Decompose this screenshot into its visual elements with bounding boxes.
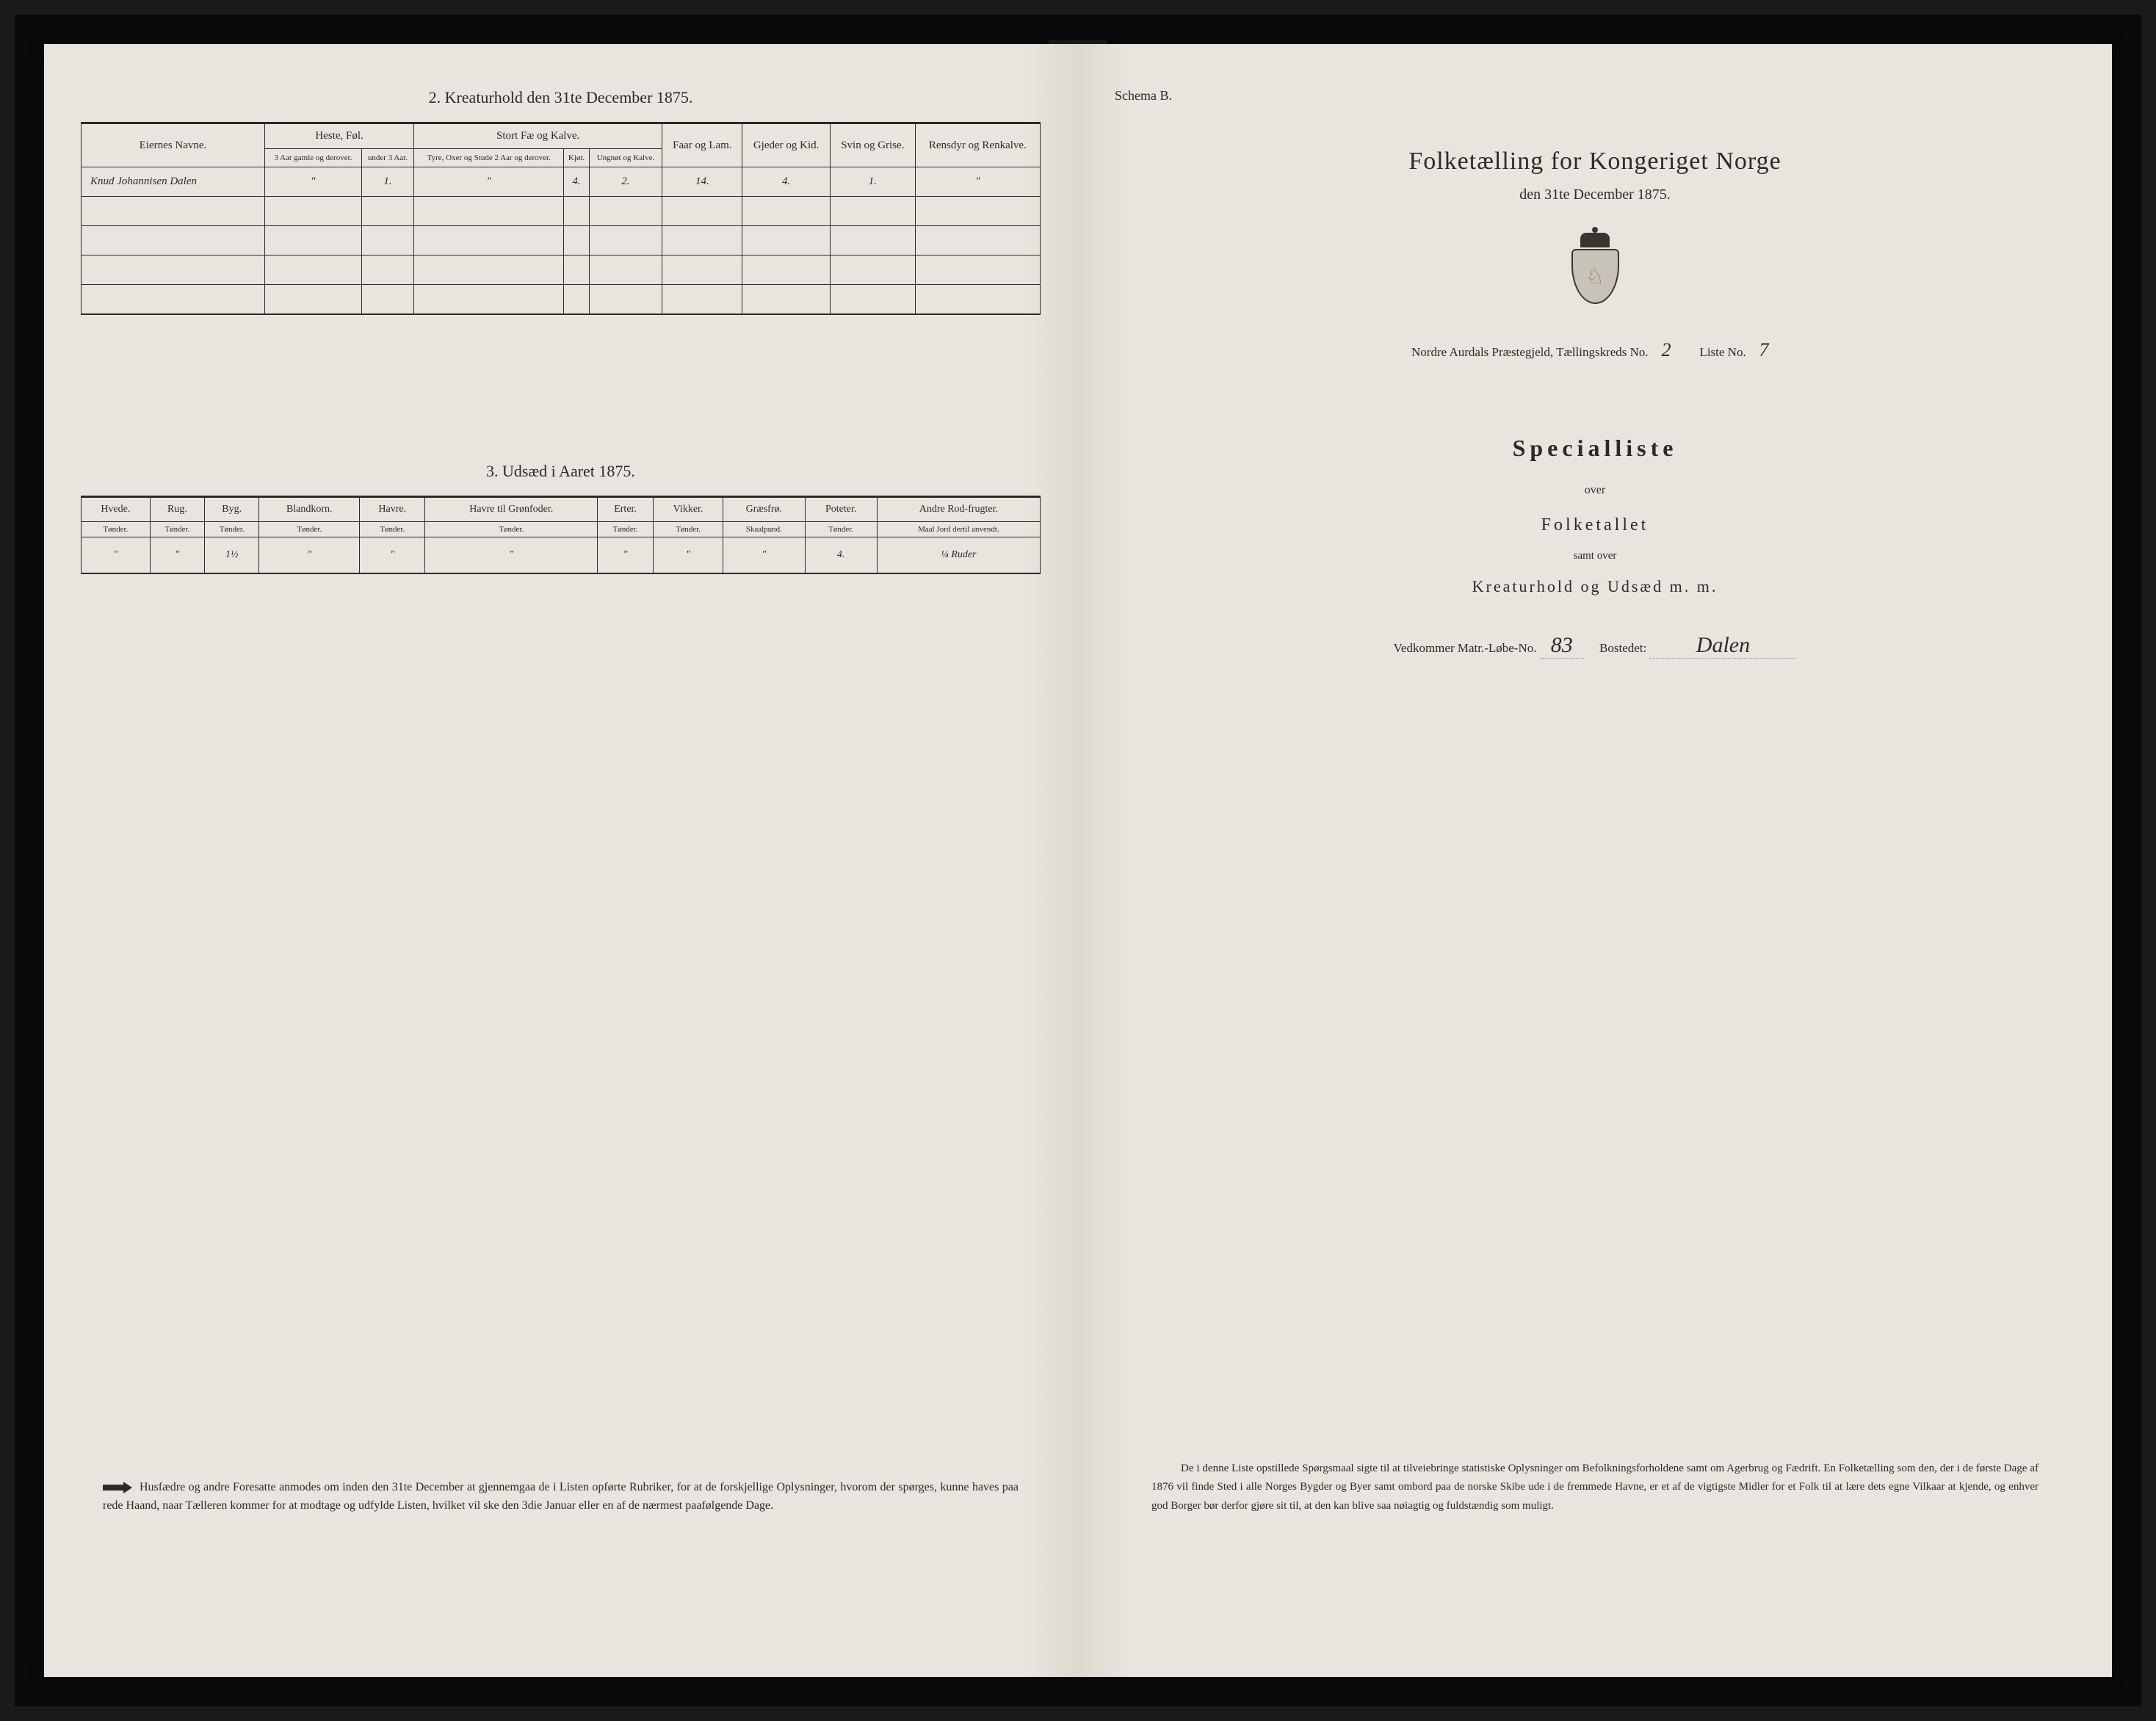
- liste-number: 7: [1749, 339, 1779, 361]
- cell-svin: 1.: [830, 167, 915, 197]
- table-header-row: Eiernes Navne. Heste, Føl. Stort Fæ og K…: [82, 123, 1041, 149]
- seed-cell: ": [654, 537, 723, 573]
- seed-col: Erter.: [598, 496, 654, 521]
- col-stort2: Kjør.: [564, 149, 589, 167]
- seed-table: Hvede. Rug. Byg. Blandkorn. Havre. Havre…: [81, 496, 1041, 575]
- section3-title: 3. Udsæd i Aaret 1875.: [81, 462, 1041, 481]
- seed-col: Andre Rod-frugter.: [877, 496, 1040, 521]
- seed-cell: ": [360, 537, 425, 573]
- seed-col: Græsfrø.: [723, 496, 806, 521]
- cell-heste2: 1.: [361, 167, 413, 197]
- seed-unit: Tønder.: [360, 521, 425, 537]
- over-label: over: [1115, 484, 2075, 497]
- cell-stort3: 2.: [589, 167, 662, 197]
- seed-unit: Tønder.: [425, 521, 598, 537]
- cell-name: Knud Johannisen Dalen: [82, 167, 265, 197]
- cell-stort1: ": [414, 167, 564, 197]
- district-line: Nordre Aurdals Præstegjeld, Tællingskred…: [1115, 339, 2075, 361]
- crown-icon: [1580, 233, 1610, 247]
- seed-unit-row: Tønder. Tønder. Tønder. Tønder. Tønder. …: [82, 521, 1041, 537]
- seed-col: Hvede.: [82, 496, 151, 521]
- col-stort1: Tyre, Oxer og Stude 2 Aar og derover.: [414, 149, 564, 167]
- col-stort3: Ungnøt og Kalve.: [589, 149, 662, 167]
- table-row: [82, 226, 1041, 256]
- seed-col: Poteter.: [805, 496, 877, 521]
- seed-col: Blandkorn.: [259, 496, 360, 521]
- seed-unit: Tønder.: [205, 521, 259, 537]
- seed-cell: ": [259, 537, 360, 573]
- lion-icon: ♘: [1585, 264, 1604, 289]
- main-title: Folketælling for Kongeriget Norge: [1115, 148, 2075, 175]
- schema-label: Schema B.: [1115, 88, 2075, 104]
- left-footer-text: Husfædre og andre Foresatte anmodes om i…: [103, 1481, 1019, 1512]
- left-footer-note: Husfædre og andre Foresatte anmodes om i…: [103, 1478, 1019, 1515]
- specialliste-title: Specialliste: [1115, 435, 2075, 462]
- seed-cell: ": [723, 537, 806, 573]
- district-prefix: Nordre Aurdals Præstegjeld, Tællingskred…: [1411, 345, 1649, 359]
- table-row: [82, 256, 1041, 285]
- coat-of-arms-icon: ♘: [1566, 233, 1624, 302]
- bostedet-value: Dalen: [1649, 633, 1796, 659]
- table-row: [82, 197, 1041, 226]
- seed-unit: Tønder.: [82, 521, 151, 537]
- seed-unit: Tønder.: [654, 521, 723, 537]
- seed-data-row: " " 1½ " " " " " " 4. ¼ Ruder: [82, 537, 1041, 573]
- livestock-table: Eiernes Navne. Heste, Føl. Stort Fæ og K…: [81, 122, 1041, 315]
- cell-rensdyr: ": [915, 167, 1040, 197]
- seed-unit: Tønder.: [598, 521, 654, 537]
- seed-header-row: Hvede. Rug. Byg. Blandkorn. Havre. Havre…: [82, 496, 1041, 521]
- liste-label: Liste No.: [1699, 345, 1746, 359]
- cell-heste1: ": [265, 167, 362, 197]
- date-line: den 31te December 1875.: [1115, 186, 2075, 203]
- seed-col: Rug.: [150, 496, 204, 521]
- col-faar: Faar og Lam.: [662, 123, 742, 167]
- bostedet-label: Bostedet:: [1599, 641, 1646, 655]
- col-name: Eiernes Navne.: [82, 123, 265, 167]
- vedkommer-label: Vedkommer Matr.-Løbe-No.: [1394, 641, 1537, 655]
- district-number: 2: [1652, 339, 1681, 361]
- seed-unit: Tønder.: [259, 521, 360, 537]
- seed-col: Havre.: [360, 496, 425, 521]
- right-page: Schema B. Folketælling for Kongeriget No…: [1078, 44, 2112, 1677]
- seed-col: Vikker.: [654, 496, 723, 521]
- seed-cell: ": [82, 537, 151, 573]
- seed-unit: Tønder.: [150, 521, 204, 537]
- kreatur-label: Kreaturhold og Udsæd m. m.: [1115, 577, 2075, 596]
- seed-col: Byg.: [205, 496, 259, 521]
- shield-icon: ♘: [1571, 249, 1619, 304]
- col-svin: Svin og Grise.: [830, 123, 915, 167]
- seed-unit: Skaalpund.: [723, 521, 806, 537]
- samt-over-label: samt over: [1115, 550, 2075, 562]
- section2-title: 2. Kreaturhold den 31te December 1875.: [81, 88, 1041, 107]
- seed-cell: 4.: [805, 537, 877, 573]
- seed-cell: ": [598, 537, 654, 573]
- seed-cell: ": [150, 537, 204, 573]
- document-spread: 2. Kreaturhold den 31te December 1875. E…: [44, 44, 2112, 1677]
- col-gjeder: Gjeder og Kid.: [742, 123, 831, 167]
- matr-number: 83: [1540, 633, 1584, 659]
- cell-faar: 14.: [662, 167, 742, 197]
- col-heste: Heste, Føl.: [265, 123, 414, 149]
- seed-cell: 1½: [205, 537, 259, 573]
- seed-unit: Tønder.: [805, 521, 877, 537]
- col-heste1: 3 Aar gamle og derover.: [265, 149, 362, 167]
- seed-col: Havre til Grønfoder.: [425, 496, 598, 521]
- pointing-hand-icon: [103, 1480, 132, 1495]
- cell-stort2: 4.: [564, 167, 589, 197]
- seed-cell: ": [425, 537, 598, 573]
- seed-cell: ¼ Ruder: [877, 537, 1040, 573]
- cell-gjeder: 4.: [742, 167, 831, 197]
- scan-frame: 2. Kreaturhold den 31te December 1875. E…: [15, 15, 2141, 1706]
- seed-unit: Maal Jord dertil anvendt.: [877, 521, 1040, 537]
- col-stort: Stort Fæ og Kalve.: [414, 123, 662, 149]
- right-footer-text: De i denne Liste opstillede Spørgsmaal s…: [1151, 1460, 2039, 1516]
- table-row: Knud Johannisen Dalen " 1. " 4. 2. 14. 4…: [82, 167, 1041, 197]
- vedkommer-line: Vedkommer Matr.-Løbe-No. 83 Bostedet: Da…: [1115, 633, 2075, 659]
- folketallet-label: Folketallet: [1115, 515, 2075, 535]
- left-page: 2. Kreaturhold den 31te December 1875. E…: [44, 44, 1078, 1677]
- col-rensdyr: Rensdyr og Renkalve.: [915, 123, 1040, 167]
- table-row: [82, 285, 1041, 314]
- col-heste2: under 3 Aar.: [361, 149, 413, 167]
